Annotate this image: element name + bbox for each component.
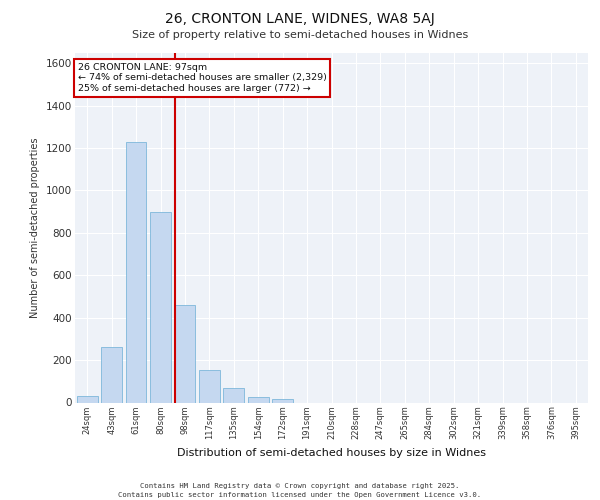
Y-axis label: Number of semi-detached properties: Number of semi-detached properties	[31, 137, 40, 318]
Text: 26 CRONTON LANE: 97sqm
← 74% of semi-detached houses are smaller (2,329)
25% of : 26 CRONTON LANE: 97sqm ← 74% of semi-det…	[77, 63, 326, 93]
Bar	[175, 305, 196, 402]
Bar	[77, 396, 98, 402]
Bar	[272, 400, 293, 402]
Bar	[223, 388, 244, 402]
Text: 26, CRONTON LANE, WIDNES, WA8 5AJ: 26, CRONTON LANE, WIDNES, WA8 5AJ	[165, 12, 435, 26]
X-axis label: Distribution of semi-detached houses by size in Widnes: Distribution of semi-detached houses by …	[177, 448, 486, 458]
Text: Size of property relative to semi-detached houses in Widnes: Size of property relative to semi-detach…	[132, 30, 468, 40]
Bar	[101, 348, 122, 403]
Bar	[125, 142, 146, 402]
Bar	[199, 370, 220, 402]
Bar	[248, 397, 269, 402]
Text: Contains HM Land Registry data © Crown copyright and database right 2025.
Contai: Contains HM Land Registry data © Crown c…	[118, 483, 482, 498]
Bar	[150, 212, 171, 402]
